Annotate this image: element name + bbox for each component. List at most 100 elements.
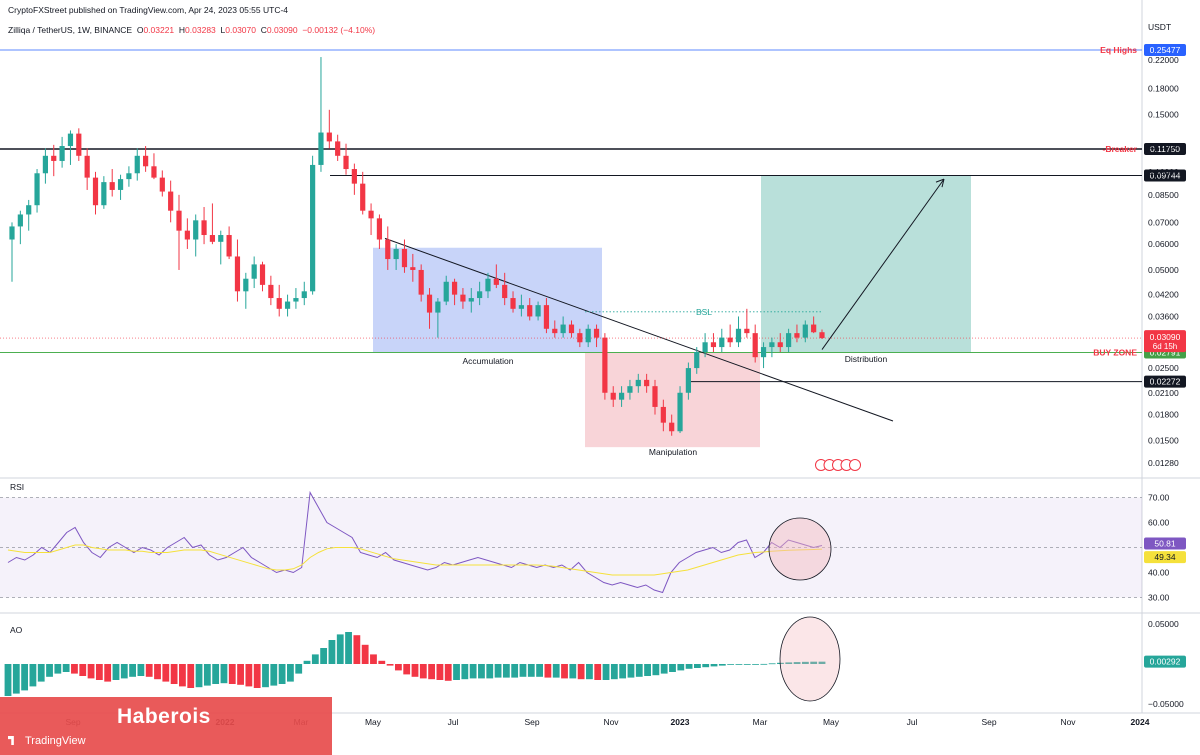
candle-body <box>418 269 424 295</box>
ao-bar <box>245 664 253 687</box>
ao-bar <box>677 664 685 671</box>
ao-bar <box>187 664 195 688</box>
ao-bar <box>386 664 394 666</box>
ao-bar <box>635 664 643 677</box>
candle-body <box>318 132 324 165</box>
candle-body <box>251 264 257 279</box>
ao-bar <box>428 664 436 680</box>
candle-body <box>685 368 691 393</box>
candle-body <box>184 230 190 240</box>
ao-bar <box>71 664 78 674</box>
projection-arrow <box>821 178 945 350</box>
time-tick-label: Mar <box>753 717 768 727</box>
ao-bar <box>561 664 568 679</box>
ao-bar <box>810 661 818 664</box>
ao-bar <box>378 660 386 664</box>
ao-bar <box>203 664 211 686</box>
ao-bar <box>336 634 344 664</box>
price-tick-label: 0.10000 <box>1148 167 1179 177</box>
ao-bar <box>278 664 286 684</box>
ao-bar <box>785 662 793 664</box>
rsi-value: 50.81 <box>1154 538 1176 548</box>
level-label: BUY ZONE <box>1093 347 1137 357</box>
candle-body <box>760 347 767 358</box>
candle-body <box>443 281 449 302</box>
candle-body <box>510 298 516 309</box>
level-price-value: 0.02272 <box>1150 377 1181 387</box>
ao-bar <box>54 664 62 674</box>
candle-body <box>284 301 291 309</box>
candle-body <box>527 305 533 317</box>
candle-body <box>143 155 149 167</box>
candle-body <box>669 422 675 432</box>
price-tick-label: 0.15000 <box>1148 109 1179 119</box>
high-value: 0.03283 <box>185 25 216 35</box>
candle-body <box>585 328 591 343</box>
time-tick-label: Nov <box>1060 717 1076 727</box>
ao-bar <box>552 664 560 678</box>
ao-bar <box>519 664 527 677</box>
ao-bar <box>179 664 186 687</box>
close-value: 0.03090 <box>266 25 298 35</box>
price-tick-label: 0.05000 <box>1148 265 1179 275</box>
ao-bar <box>129 664 136 677</box>
ao-bar <box>46 664 53 677</box>
rsi-tick-label: 30.00 <box>1148 593 1170 603</box>
time-tick-label: 2024 <box>1131 717 1150 727</box>
candle-body <box>193 220 199 240</box>
ao-bar <box>511 664 519 678</box>
price-tick-label: 0.04200 <box>1148 290 1179 300</box>
candle-body <box>168 191 174 211</box>
candle-body <box>151 166 157 178</box>
candle-body <box>468 298 474 302</box>
candle-body <box>485 278 491 292</box>
candle-body <box>159 177 165 192</box>
ao-bar <box>760 663 768 665</box>
candle-body <box>351 169 357 184</box>
price-tick-label: 0.12000 <box>1148 141 1179 151</box>
candle-body <box>777 342 783 348</box>
candle-body <box>435 301 441 313</box>
candle-body <box>26 205 32 215</box>
ao-tick-label: −0.05000 <box>1148 699 1184 709</box>
candle-body <box>42 155 49 174</box>
ao-bar <box>652 664 660 676</box>
candle-body <box>702 342 708 353</box>
currency-label: USDT <box>1148 22 1171 32</box>
candle-body <box>259 264 266 285</box>
candle-body <box>735 328 742 343</box>
ao-bar <box>79 664 87 676</box>
ao-bar <box>120 664 128 679</box>
candle-body <box>627 386 633 393</box>
candle-body <box>460 294 466 302</box>
ao-bar <box>220 664 228 684</box>
rsi-value-tag <box>1144 537 1186 550</box>
time-tick-label: Sep <box>524 717 539 727</box>
candle-body <box>518 305 524 309</box>
candle-body <box>76 133 82 156</box>
last-price-countdown: 6d 15h <box>1153 342 1177 351</box>
ao-bar <box>569 664 577 679</box>
candle-body <box>201 220 207 236</box>
level-price-tag <box>1144 143 1186 156</box>
candle-body <box>134 155 140 174</box>
last-price-tag <box>1144 330 1186 353</box>
candle-body <box>218 235 224 242</box>
candle-body <box>360 183 366 211</box>
level-price-tag <box>1144 375 1186 388</box>
candle-body <box>694 352 700 369</box>
rsi-value: 49.34 <box>1154 552 1176 562</box>
candle-body <box>376 218 383 240</box>
ao-bar <box>345 632 352 664</box>
candle-body <box>92 177 99 206</box>
price-tick-label: 0.06000 <box>1148 239 1179 249</box>
zone-accumulation <box>373 247 602 353</box>
candle-body <box>477 291 483 299</box>
ao-bar <box>660 664 668 674</box>
candle-body <box>426 294 433 313</box>
ao-title: AO <box>10 625 23 635</box>
ao-value-tag <box>1144 655 1186 668</box>
candle-body <box>368 210 374 219</box>
candle-body <box>535 305 541 317</box>
